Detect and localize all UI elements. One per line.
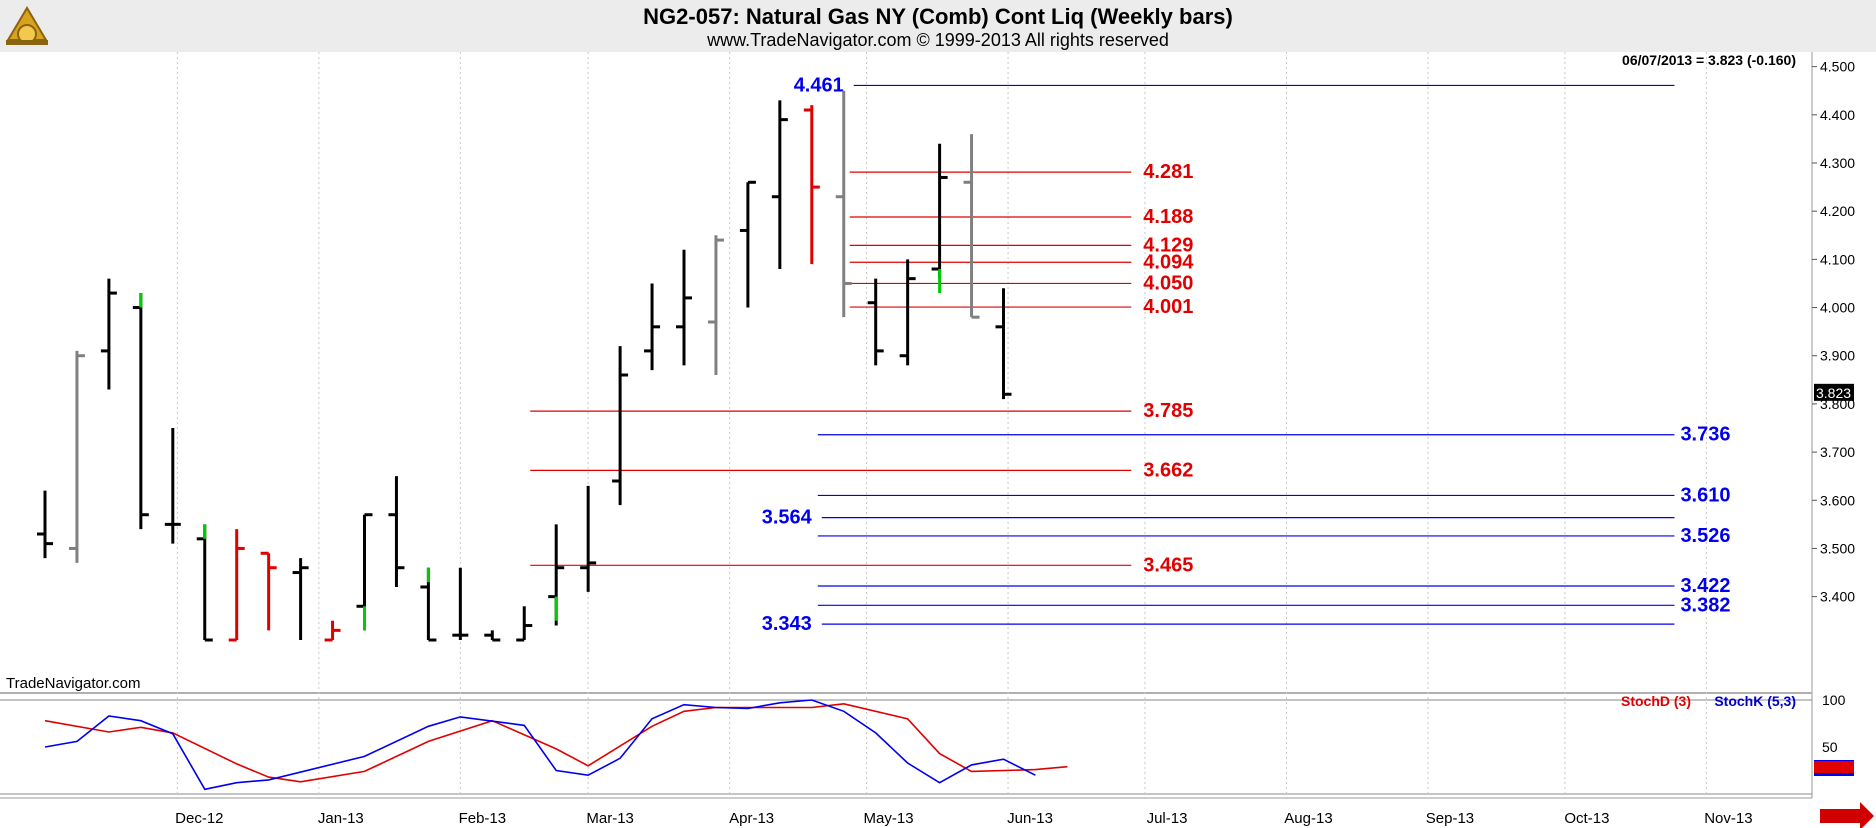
date-tick-label: Apr-13: [729, 810, 774, 827]
stoch-tick-label: 100: [1822, 692, 1846, 708]
price-axis: 4.5004.4004.3004.2004.1004.0003.9003.800…: [1812, 59, 1855, 776]
ohlc-bar: [995, 288, 1012, 400]
ohlc-bar: [260, 551, 277, 631]
level-label-4.094: 4.094: [1143, 251, 1194, 273]
date-tick-label: Jun-13: [1007, 810, 1053, 827]
ohlc-bar: [963, 134, 980, 319]
stochd-line: [44, 702, 1068, 783]
date-tick-label: Jul-13: [1147, 810, 1188, 827]
ohlc-bar: [771, 100, 788, 269]
ohlc-bar: [37, 490, 53, 559]
level-label-3.343: 3.343: [762, 613, 812, 635]
ohlc-bar: [739, 180, 756, 308]
legend-stochd: StochD (3): [1621, 693, 1691, 709]
sextant-logo-icon: [6, 6, 48, 45]
level-label-4.001: 4.001: [1143, 296, 1193, 318]
ohlc-bar: [452, 567, 469, 640]
ohlc-bar: [548, 524, 565, 626]
price-tick-label: 3.400: [1820, 589, 1855, 605]
ohlc-bar: [324, 620, 341, 642]
level-label-3.465: 3.465: [1143, 554, 1193, 576]
price-tick-label: 4.100: [1820, 251, 1855, 267]
ohlc-bar: [164, 428, 181, 544]
date-tick-label: Feb-13: [459, 810, 507, 827]
ohlc-bar: [132, 293, 149, 530]
ohlc-bar: [388, 476, 405, 587]
price-tick-label: 4.000: [1820, 300, 1855, 316]
ohlc-bar: [580, 485, 597, 592]
ohlc-bar: [68, 350, 85, 563]
price-tick-label: 4.200: [1820, 203, 1855, 219]
price-tick-label: 3.900: [1820, 348, 1855, 364]
date-tick-label: Oct-13: [1564, 810, 1609, 827]
date-tick-label: Sep-13: [1426, 810, 1474, 827]
price-tick-label: 4.300: [1820, 155, 1855, 171]
ohlc-bar: [292, 558, 309, 640]
level-label-4.188: 4.188: [1143, 206, 1193, 228]
level-label-4.129: 4.129: [1143, 234, 1193, 256]
date-tick-label: May-13: [864, 810, 914, 827]
ohlc-bar: [516, 606, 533, 642]
price-tick-label: 3.600: [1820, 492, 1855, 508]
ohlc-bar: [931, 143, 948, 294]
price-tick-label: 3.700: [1820, 444, 1855, 460]
date-tick-label: Dec-12: [175, 810, 223, 827]
date-tick-label: Aug-13: [1284, 810, 1332, 827]
level-label-3.526: 3.526: [1680, 525, 1730, 547]
watermark: TradeNavigator.com: [6, 675, 141, 692]
stoch-tick-label: 50: [1822, 739, 1838, 755]
ohlc-bar: [676, 249, 692, 366]
stochastic-panel: [44, 699, 1068, 791]
price-tick-label: 4.500: [1820, 59, 1855, 75]
level-label-3.422: 3.422: [1680, 575, 1730, 597]
level-label-4.050: 4.050: [1143, 272, 1193, 294]
ohlc-bar: [196, 524, 213, 642]
ohlc-bar: [707, 235, 724, 375]
date-tick-label: Jan-13: [318, 810, 364, 827]
chart-header: NG2-057: Natural Gas NY (Comb) Cont Liq …: [0, 0, 1876, 52]
stochk-line: [44, 699, 1036, 791]
stochd-value-box: [1814, 761, 1854, 773]
price-tick-label: 4.400: [1820, 107, 1855, 123]
level-label-3.785: 3.785: [1143, 400, 1193, 422]
level-label-3.736: 3.736: [1680, 424, 1730, 446]
ohlc-bar: [420, 567, 437, 642]
ohlc-bar: [803, 105, 820, 265]
price-bars: [37, 90, 1012, 642]
last-price-box: [1814, 383, 1854, 401]
date-tick-label: Nov-13: [1704, 810, 1752, 827]
date-axis: Dec-12 Jan-13 Feb-13 Mar-13 Apr-13 May-13 Jun-…: [175, 810, 1752, 827]
level-label-4.281: 4.281: [1143, 161, 1193, 183]
ohlc-bar: [867, 278, 884, 366]
ohlc-bar: [356, 513, 373, 631]
grid-lines: [0, 52, 1813, 799]
chart-subtitle: www.TradeNavigator.com © 1999-2013 All r…: [707, 30, 1169, 50]
last-price-label: 3.823: [1816, 385, 1851, 401]
ohlc-bar: [835, 90, 852, 318]
ohlc-bar: [484, 630, 501, 642]
level-label-3.610: 3.610: [1680, 484, 1730, 506]
level-label-4.461: 4.461: [794, 74, 844, 96]
ohlc-bar: [899, 259, 916, 366]
legend-stochk: StochK (5,3): [1714, 693, 1796, 709]
scroll-right-arrow-icon[interactable]: [1820, 802, 1874, 828]
ohlc-bar: [228, 529, 245, 642]
chart-title: NG2-057: Natural Gas NY (Comb) Cont Liq …: [643, 4, 1233, 29]
level-label-3.662: 3.662: [1143, 459, 1193, 481]
ohlc-bar: [612, 346, 629, 506]
ohlc-bar: [100, 278, 117, 390]
ohlc-bar: [644, 283, 661, 371]
date-tick-label: Mar-13: [586, 810, 634, 827]
level-label-3.382: 3.382: [1680, 594, 1730, 616]
price-tick-label: 3.500: [1820, 540, 1855, 556]
level-label-3.564: 3.564: [762, 507, 813, 529]
price-readout: 06/07/2013 = 3.823 (-0.160): [1622, 52, 1796, 68]
